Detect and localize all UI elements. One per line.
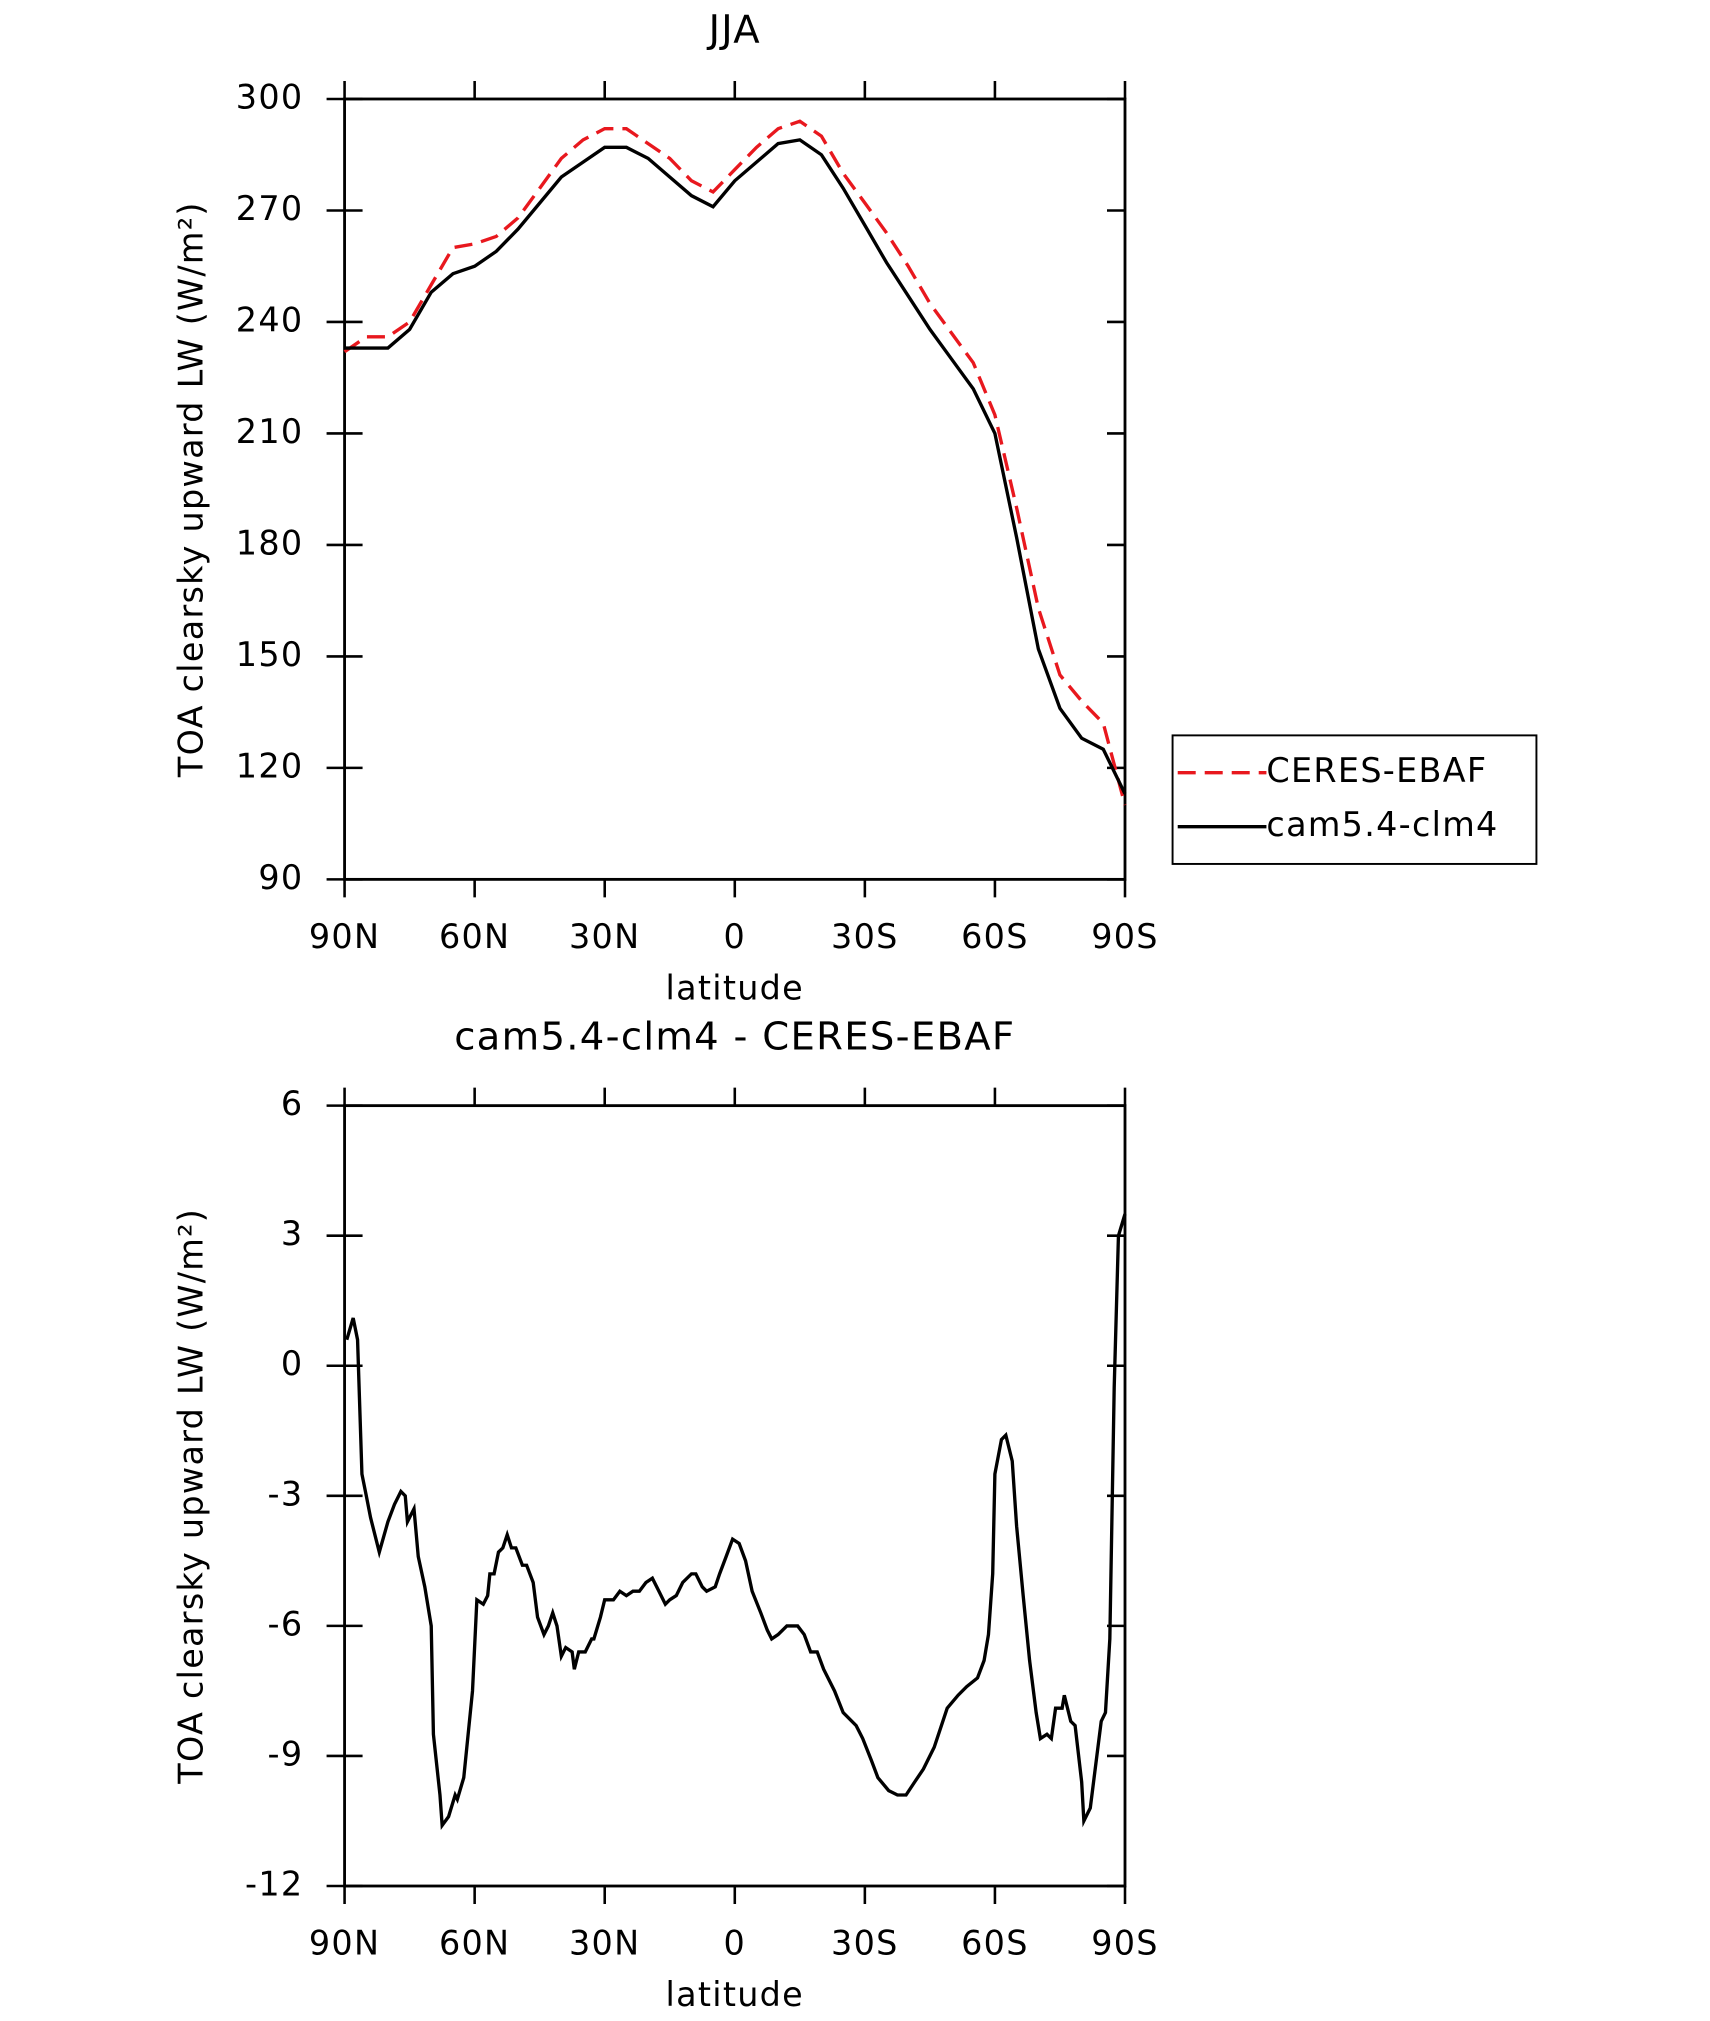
x-tick-label: 60N — [439, 917, 510, 956]
y-tick-label: 270 — [236, 189, 304, 228]
y-tick-label: 120 — [236, 746, 304, 785]
x-tick-label: 30N — [569, 917, 640, 956]
y-axis-label: TOA clearsky upward LW (W/m²) — [171, 201, 210, 778]
x-tick-label: 30S — [831, 1924, 899, 1963]
x-tick-label: 90S — [1091, 1924, 1159, 1963]
y-tick-label: -12 — [245, 1865, 303, 1904]
y-tick-label: 210 — [236, 412, 304, 451]
plot-frame — [343, 1104, 1127, 1888]
y-axis-label: TOA clearsky upward LW (W/m²) — [171, 1208, 210, 1785]
y-tick-label: 150 — [236, 635, 304, 674]
series-line — [345, 1213, 1127, 1830]
x-tick-label: 90S — [1091, 917, 1159, 956]
x-tick-label: 30N — [569, 1924, 640, 1963]
x-axis-label: latitude — [666, 1975, 804, 2014]
x-axis-label: latitude — [666, 968, 804, 1007]
x-tick-label: 30S — [831, 917, 899, 956]
y-tick-label: 240 — [236, 300, 304, 339]
y-tick-label: 90 — [258, 858, 303, 897]
y-tick-label: 180 — [236, 523, 304, 562]
plot-frame — [343, 97, 1127, 881]
x-tick-label: 0 — [724, 917, 747, 956]
chart-title: JJA — [707, 8, 761, 53]
y-tick-label: -6 — [268, 1604, 304, 1643]
y-tick-label: 6 — [281, 1084, 304, 1123]
legend-label: cam5.4-clm4 — [1266, 805, 1498, 844]
y-tick-label: 300 — [236, 77, 304, 116]
x-tick-label: 60S — [961, 917, 1029, 956]
y-tick-label: -3 — [268, 1474, 304, 1513]
x-tick-label: 90N — [309, 1924, 380, 1963]
x-tick-label: 60S — [961, 1924, 1029, 1963]
y-tick-label: -9 — [268, 1734, 304, 1773]
legend: CERES-EBAF cam5.4-clm4 — [1171, 734, 1538, 865]
x-tick-label: 60N — [439, 1924, 510, 1963]
legend-box — [1171, 734, 1538, 865]
legend-label: CERES-EBAF — [1266, 751, 1487, 790]
series-line — [344, 138, 1127, 795]
chart-title: cam5.4-clm4 - CERES-EBAF — [454, 1014, 1015, 1059]
y-tick-label: 0 — [281, 1344, 304, 1383]
series-line — [343, 119, 1127, 806]
x-tick-label: 0 — [724, 1924, 747, 1963]
x-tick-label: 90N — [309, 917, 380, 956]
y-tick-label: 3 — [281, 1214, 304, 1253]
